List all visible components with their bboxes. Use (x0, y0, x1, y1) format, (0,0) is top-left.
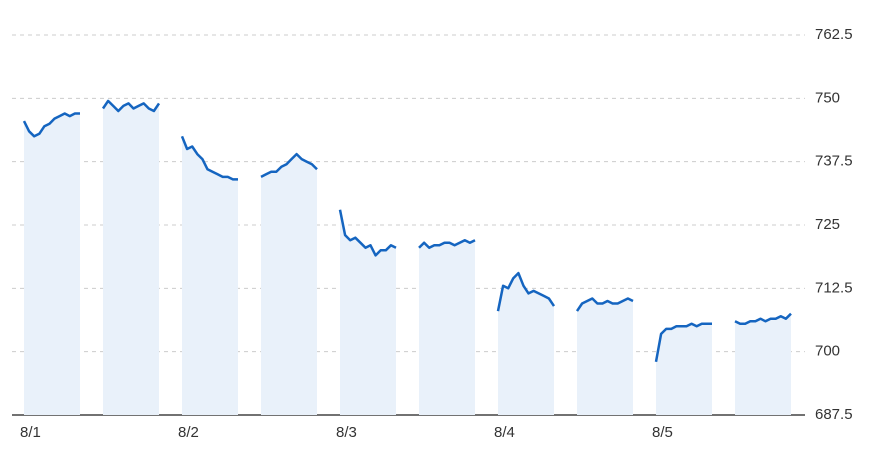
x-tick-label: 8/1 (20, 424, 41, 441)
session-line (260, 152, 318, 179)
y-tick-label: 700 (815, 343, 840, 360)
x-tick-label: 8/2 (178, 424, 199, 441)
y-tick-label: 712.5 (815, 279, 853, 296)
session-line (575, 297, 634, 312)
session-line (22, 112, 80, 138)
y-tick-label: 762.5 (815, 26, 853, 43)
session-area (419, 240, 475, 415)
x-tick-label: 8/3 (336, 424, 357, 441)
y-tick-label: 687.5 (815, 406, 853, 423)
x-tick-label: 8/4 (494, 424, 515, 441)
session-line (180, 135, 238, 181)
session-area (735, 313, 791, 415)
session-area (340, 209, 396, 415)
y-tick-label: 737.5 (815, 153, 853, 170)
session-area (103, 100, 159, 416)
session-line (496, 271, 556, 312)
y-tick-label: 750 (815, 89, 840, 106)
session-area (261, 154, 317, 415)
session-area (182, 136, 238, 416)
x-tick-label: 8/5 (652, 424, 673, 441)
session-area (577, 298, 633, 415)
session-area (24, 113, 80, 415)
session-line (654, 322, 712, 363)
session-line (101, 99, 161, 113)
session-line (338, 209, 397, 257)
session-area (656, 323, 712, 415)
session-area (498, 273, 554, 415)
session-line (734, 312, 792, 326)
y-tick-label: 725 (815, 216, 840, 233)
session-line (418, 238, 476, 250)
